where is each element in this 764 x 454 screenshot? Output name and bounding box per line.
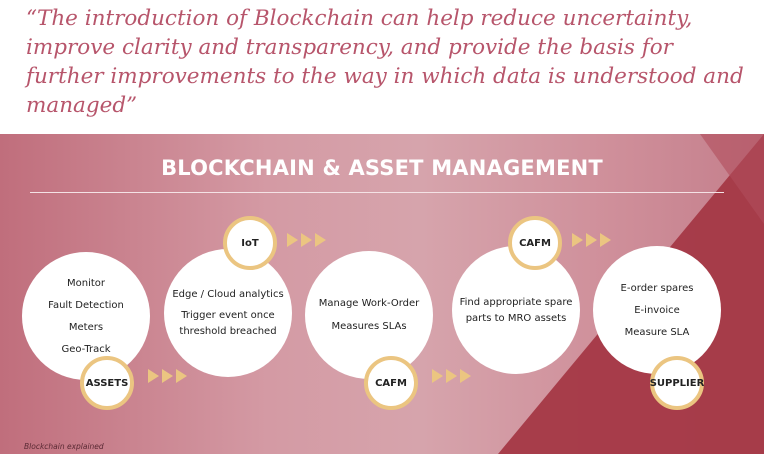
chevron-arrows-icon: [287, 233, 326, 247]
node-line: parts to MRO assets: [465, 312, 567, 324]
caption-text: Blockchain explained: [24, 442, 104, 451]
node-line: Fault Detection: [48, 299, 124, 311]
node-line: E-invoice: [634, 304, 680, 316]
node-line: Geo-Track: [61, 343, 111, 355]
chevron-arrows-icon: [572, 233, 611, 247]
node-line: Monitor: [66, 277, 105, 289]
node-line: Meters: [68, 321, 104, 333]
panel-heading: BLOCKCHAIN & ASSET MANAGEMENT: [161, 156, 603, 180]
node-circle-cafm-workorder: Manage Work-Order Measures SLAs: [305, 251, 433, 379]
chevron-arrows-icon: [432, 369, 471, 383]
node-line: Measure SLA: [624, 326, 690, 338]
badge-cafm-workorder: CAFM: [364, 356, 418, 410]
chevron-arrows-icon: [148, 369, 187, 383]
badge-iot: IoT: [223, 216, 277, 270]
heading-divider: [30, 192, 724, 193]
node-line: Trigger event once: [181, 310, 275, 321]
node-line: Edge / Cloud analytics: [172, 289, 284, 300]
node-line: Find appropriate spare: [459, 296, 573, 308]
node-line: E-order spares: [620, 282, 694, 294]
badge-assets: ASSETS: [80, 356, 134, 410]
blockchain-asset-panel: BLOCKCHAIN & ASSET MANAGEMENT Monitor Fa…: [0, 134, 764, 454]
node-line: threshold breached: [179, 326, 277, 337]
quote-text: “The introduction of Blockchain can help…: [26, 6, 744, 118]
node-circle-supplier: E-order spares E-invoice Measure SLA: [593, 246, 721, 374]
node-circle-assets: Monitor Fault Detection Meters Geo-Track: [22, 252, 150, 380]
node-circle-cafm-spares: Find appropriate spare parts to MRO asse…: [452, 246, 580, 374]
badge-supplier: SUPPLIER: [650, 356, 704, 410]
node-circle-iot: Edge / Cloud analytics Trigger event onc…: [164, 249, 292, 377]
node-line: Measures SLAs: [331, 321, 407, 332]
node-line: Manage Work-Order: [318, 298, 420, 309]
badge-cafm-spares: CAFM: [508, 216, 562, 270]
